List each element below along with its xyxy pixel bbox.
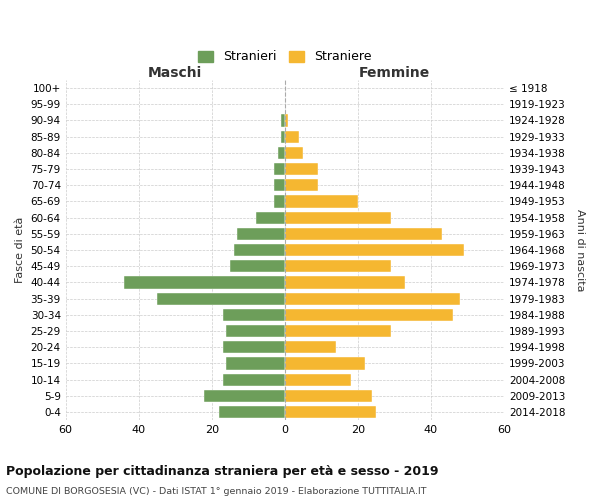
Bar bbox=[285, 374, 350, 386]
Bar bbox=[223, 341, 285, 353]
Bar bbox=[285, 325, 391, 337]
Text: Popolazione per cittadinanza straniera per età e sesso - 2019: Popolazione per cittadinanza straniera p… bbox=[6, 465, 439, 478]
Bar bbox=[223, 374, 285, 386]
Bar bbox=[285, 130, 299, 142]
Bar bbox=[285, 358, 365, 370]
Text: Femmine: Femmine bbox=[359, 66, 430, 80]
Bar bbox=[233, 244, 285, 256]
Y-axis label: Anni di nascita: Anni di nascita bbox=[575, 209, 585, 292]
Bar bbox=[285, 179, 317, 192]
Bar bbox=[256, 212, 285, 224]
Bar bbox=[238, 228, 285, 240]
Bar bbox=[124, 276, 285, 288]
Bar bbox=[226, 325, 285, 337]
Bar bbox=[285, 309, 453, 321]
Bar bbox=[274, 163, 285, 175]
Bar bbox=[285, 212, 391, 224]
Bar bbox=[226, 358, 285, 370]
Bar bbox=[223, 309, 285, 321]
Legend: Stranieri, Straniere: Stranieri, Straniere bbox=[193, 46, 377, 68]
Bar bbox=[219, 406, 285, 418]
Bar bbox=[285, 244, 464, 256]
Bar bbox=[285, 147, 303, 159]
Bar bbox=[274, 196, 285, 207]
Text: Maschi: Maschi bbox=[148, 66, 202, 80]
Bar bbox=[285, 276, 406, 288]
Y-axis label: Fasce di età: Fasce di età bbox=[15, 217, 25, 283]
Bar bbox=[285, 196, 358, 207]
Bar bbox=[285, 341, 336, 353]
Bar bbox=[281, 114, 285, 126]
Bar bbox=[274, 179, 285, 192]
Bar bbox=[285, 228, 442, 240]
Bar bbox=[278, 147, 285, 159]
Bar bbox=[285, 114, 289, 126]
Bar bbox=[285, 406, 376, 418]
Bar bbox=[205, 390, 285, 402]
Bar bbox=[285, 390, 373, 402]
Bar bbox=[285, 292, 460, 304]
Bar bbox=[285, 260, 391, 272]
Text: COMUNE DI BORGOSESIA (VC) - Dati ISTAT 1° gennaio 2019 - Elaborazione TUTTITALIA: COMUNE DI BORGOSESIA (VC) - Dati ISTAT 1… bbox=[6, 488, 427, 496]
Bar bbox=[281, 130, 285, 142]
Bar bbox=[230, 260, 285, 272]
Bar bbox=[157, 292, 285, 304]
Bar bbox=[285, 163, 317, 175]
